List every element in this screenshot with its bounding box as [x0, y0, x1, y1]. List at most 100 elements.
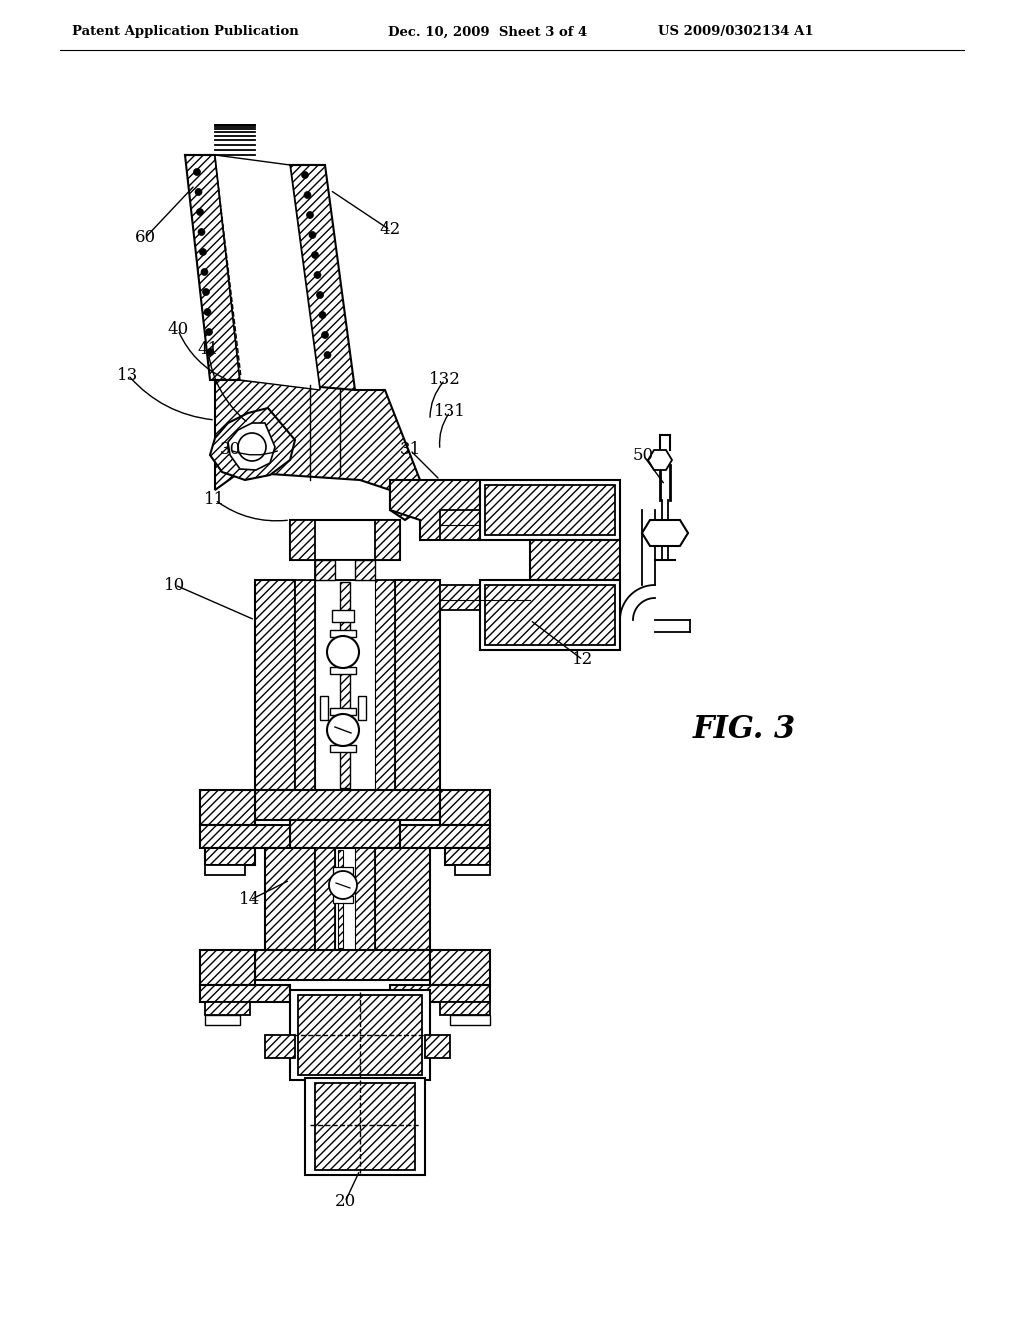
Circle shape: [314, 272, 321, 279]
Circle shape: [309, 231, 316, 239]
Polygon shape: [355, 847, 375, 950]
Polygon shape: [205, 865, 245, 875]
Polygon shape: [205, 1002, 250, 1015]
Text: 12: 12: [572, 652, 594, 668]
Polygon shape: [228, 422, 275, 470]
Circle shape: [207, 348, 214, 355]
Circle shape: [200, 248, 207, 256]
Polygon shape: [355, 560, 375, 579]
Polygon shape: [330, 630, 356, 638]
Circle shape: [327, 636, 359, 668]
Polygon shape: [315, 579, 375, 789]
Text: 30: 30: [219, 441, 241, 458]
Polygon shape: [530, 540, 620, 579]
Polygon shape: [440, 1002, 490, 1015]
Polygon shape: [200, 950, 255, 985]
Polygon shape: [375, 847, 430, 950]
Polygon shape: [480, 579, 620, 649]
Polygon shape: [445, 847, 490, 865]
Circle shape: [201, 268, 208, 276]
Text: 131: 131: [434, 404, 466, 421]
Polygon shape: [255, 789, 440, 820]
Text: Patent Application Publication: Patent Application Publication: [72, 25, 299, 38]
Circle shape: [203, 289, 210, 296]
Text: 20: 20: [335, 1193, 355, 1210]
Polygon shape: [390, 985, 490, 1002]
Circle shape: [204, 309, 211, 315]
Polygon shape: [290, 165, 355, 389]
Polygon shape: [425, 1035, 450, 1059]
Polygon shape: [200, 789, 255, 825]
Circle shape: [311, 252, 318, 259]
Polygon shape: [440, 510, 480, 540]
Polygon shape: [210, 408, 295, 480]
Polygon shape: [485, 585, 615, 645]
Polygon shape: [358, 696, 366, 719]
Circle shape: [304, 191, 311, 198]
Polygon shape: [255, 950, 430, 979]
Polygon shape: [440, 789, 490, 825]
Polygon shape: [315, 560, 335, 579]
Circle shape: [316, 292, 324, 298]
Polygon shape: [648, 450, 672, 470]
Circle shape: [329, 871, 357, 899]
Polygon shape: [290, 520, 400, 560]
Polygon shape: [340, 582, 350, 788]
Polygon shape: [290, 520, 315, 560]
Polygon shape: [330, 667, 356, 675]
Text: 10: 10: [165, 577, 185, 594]
Circle shape: [198, 228, 205, 235]
Circle shape: [197, 209, 204, 215]
Circle shape: [195, 189, 202, 195]
Polygon shape: [450, 1015, 490, 1026]
Polygon shape: [295, 579, 315, 789]
Polygon shape: [290, 820, 400, 847]
Polygon shape: [375, 520, 400, 560]
Text: 11: 11: [205, 491, 225, 508]
Text: 14: 14: [240, 891, 261, 908]
Polygon shape: [265, 1035, 295, 1059]
Polygon shape: [455, 865, 490, 875]
Text: FIG. 3: FIG. 3: [693, 714, 797, 746]
Circle shape: [327, 714, 359, 746]
Polygon shape: [400, 825, 490, 847]
Text: 42: 42: [379, 222, 400, 239]
Circle shape: [301, 172, 308, 178]
Polygon shape: [430, 950, 490, 985]
Polygon shape: [485, 484, 615, 535]
Text: 31: 31: [399, 441, 421, 458]
Circle shape: [319, 312, 326, 318]
Polygon shape: [315, 847, 335, 950]
Polygon shape: [333, 896, 353, 903]
Polygon shape: [298, 995, 422, 1074]
Polygon shape: [338, 850, 343, 948]
Polygon shape: [185, 154, 240, 380]
Text: 50: 50: [633, 446, 653, 463]
Polygon shape: [319, 696, 328, 719]
Polygon shape: [205, 1015, 240, 1026]
Text: 41: 41: [198, 342, 219, 359]
Circle shape: [322, 331, 329, 338]
Circle shape: [194, 169, 201, 176]
Polygon shape: [315, 560, 375, 579]
Polygon shape: [642, 520, 688, 546]
Circle shape: [238, 433, 266, 461]
Polygon shape: [290, 990, 430, 1080]
Polygon shape: [395, 579, 440, 789]
Polygon shape: [205, 847, 255, 865]
Polygon shape: [333, 867, 353, 874]
Polygon shape: [330, 708, 356, 715]
Polygon shape: [215, 154, 319, 389]
Polygon shape: [390, 480, 480, 540]
Polygon shape: [330, 744, 356, 752]
Polygon shape: [200, 985, 290, 1002]
Polygon shape: [440, 585, 530, 610]
Polygon shape: [335, 847, 355, 950]
Circle shape: [206, 329, 213, 335]
Text: 132: 132: [429, 371, 461, 388]
Text: 13: 13: [118, 367, 138, 384]
Circle shape: [306, 211, 313, 219]
Text: US 2009/0302134 A1: US 2009/0302134 A1: [658, 25, 814, 38]
Polygon shape: [265, 847, 315, 950]
Polygon shape: [200, 825, 290, 847]
